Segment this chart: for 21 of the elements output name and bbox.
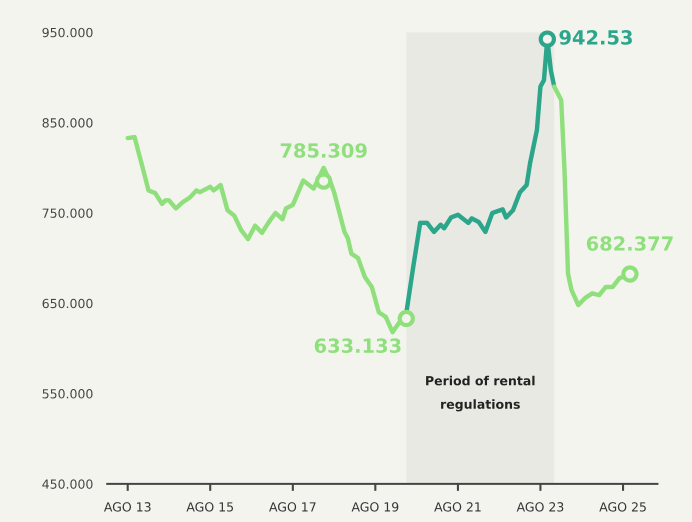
y-tick-label: 850.000 [42,118,93,128]
x-tick-label: AGO 15 [186,502,233,512]
x-tick-label: AGO 17 [269,502,316,512]
data-label: 942.53 [559,30,632,45]
y-tick-label: 750.000 [42,208,93,218]
band-label: Period of rental regulations [426,376,534,412]
data-label: 785.309 [280,143,367,158]
point [621,265,639,283]
x-tick-label: AGO 21 [434,502,481,512]
x-tick-label: AGO 13 [104,502,151,512]
y-tick-label: 550.000 [42,389,93,399]
data-label: 633.133 [314,338,401,354]
x-tick-label: AGO 23 [516,502,564,512]
y-tick-label: 450.000 [42,479,93,489]
data-label: 682.377 [586,236,673,251]
point [538,30,556,48]
x-tick-label: AGO 19 [352,502,398,512]
y-tick-label: 950.000 [42,28,93,38]
y-tick-label: 650.000 [42,298,93,308]
point [398,310,415,328]
x-tick-label: AGO 25 [599,502,646,512]
